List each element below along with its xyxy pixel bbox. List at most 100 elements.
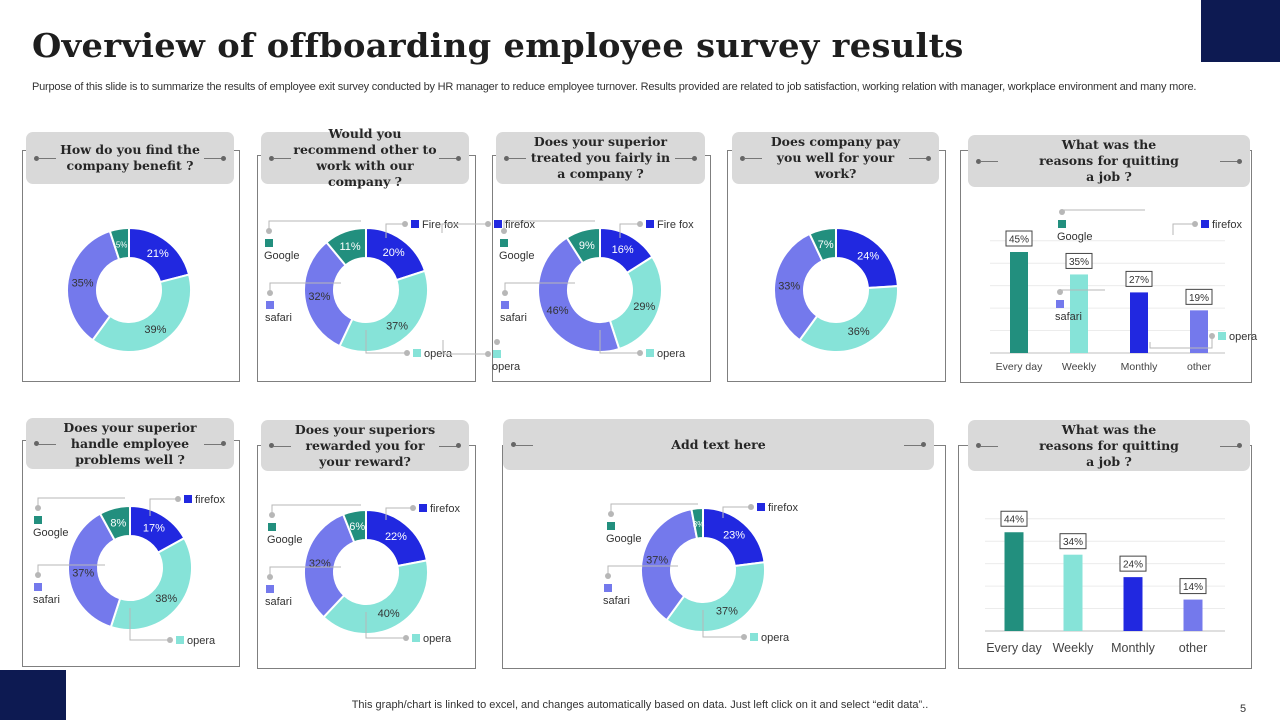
legend-item-firefox: firefox	[722, 502, 798, 518]
legend-item-safari: safari	[265, 566, 341, 608]
leader-line	[149, 498, 178, 516]
page-number: 5	[1240, 703, 1247, 715]
data-label: 24%	[857, 251, 879, 263]
bar	[1190, 310, 1208, 353]
leader-line	[442, 340, 488, 355]
firefox-swatch-icon	[646, 220, 654, 228]
data-label: 38%	[155, 593, 177, 605]
donut-slice-safari	[303, 513, 356, 619]
leader-line	[610, 503, 698, 514]
divider	[1220, 445, 1238, 447]
donut-slice-opera	[91, 273, 192, 353]
donut-chart: 16% 29% 46% 9%	[537, 226, 663, 353]
data-label: 33%	[778, 281, 800, 293]
opera-swatch-icon	[1218, 332, 1226, 340]
x-tick-label: Every day	[996, 361, 1043, 373]
bar-chart: 44% Every day 34% Weekly 24% Monthly 14% other	[985, 510, 1225, 655]
donut-chart: 22% 40% 32% 6%	[303, 508, 429, 635]
legend-label: Google	[264, 250, 299, 262]
divider	[204, 443, 222, 445]
safari-swatch-icon	[501, 301, 509, 309]
donut-slice-opera	[322, 559, 429, 635]
opera-swatch-icon	[413, 349, 421, 357]
dot-icon	[926, 155, 931, 161]
leader-line	[129, 608, 170, 641]
dot-icon	[456, 155, 461, 161]
bar-chart: 45% Every day 35% Weekly 27% Monthly 19% other	[990, 230, 1225, 373]
data-label: 45%	[1009, 235, 1029, 246]
data-label: 23%	[723, 530, 745, 542]
data-label: 6%	[349, 521, 365, 533]
dot-icon	[921, 442, 926, 447]
donut-chart: 24% 36% 33% 7%	[773, 226, 899, 353]
legend-item-google: Google	[499, 220, 595, 262]
dot-icon	[976, 443, 981, 448]
x-tick-label: Monthly	[1121, 361, 1159, 373]
divider	[909, 158, 927, 159]
legend-label: Fire fox	[657, 219, 694, 231]
legend-label: opera	[492, 361, 521, 373]
legend-item-firefox: firefox	[441, 219, 535, 233]
firefox-swatch-icon	[1201, 220, 1209, 228]
opera-swatch-icon	[176, 636, 184, 644]
data-label: 36%	[848, 326, 870, 338]
legend-label: opera	[1229, 331, 1258, 343]
bar	[1130, 292, 1148, 353]
donut-slice-safari	[640, 507, 699, 622]
divider	[675, 158, 693, 159]
donut-slice-opera	[109, 536, 193, 631]
donut-slice-safari	[66, 229, 121, 342]
donut-slice-safari	[303, 240, 354, 348]
donut-slice-google	[98, 504, 131, 542]
donut-chart: 21% 39% 35% 5%	[66, 226, 192, 353]
leader-line	[1172, 223, 1195, 235]
corner-decoration	[1201, 0, 1280, 62]
panel-title: Would you recommend other to work with o…	[293, 126, 437, 189]
divider	[273, 445, 291, 447]
data-label: 8%	[110, 517, 126, 529]
firefox-swatch-icon	[419, 504, 427, 512]
bar	[1123, 577, 1143, 631]
donut-slice-google	[341, 508, 367, 544]
data-label: 39%	[144, 324, 166, 336]
bar	[1010, 252, 1028, 353]
dot-icon	[1237, 443, 1242, 448]
data-label: 17%	[143, 523, 165, 535]
panel-title: Add text here	[671, 436, 766, 452]
donut-slice-google	[690, 506, 704, 540]
legend-item-safari: safari	[500, 282, 575, 324]
legend-label: firefox	[768, 502, 798, 514]
firefox-swatch-icon	[411, 220, 419, 228]
dot-icon	[456, 443, 461, 448]
bar	[1004, 532, 1024, 631]
leader-line	[37, 564, 105, 575]
leader-line	[503, 220, 595, 231]
data-label: 7%	[818, 239, 834, 251]
data-label: 44%	[1004, 515, 1024, 526]
google-swatch-icon	[34, 516, 42, 524]
legend-item-firefox: firefox	[149, 494, 225, 516]
data-label: 46%	[546, 305, 568, 317]
legend-item-google: Google	[606, 503, 698, 545]
legend-label: firefox	[195, 494, 225, 506]
data-label: 24%	[1123, 560, 1143, 571]
divider	[38, 158, 56, 159]
donut-slice-google	[565, 226, 601, 265]
opera-swatch-icon	[750, 633, 758, 641]
panel-header: Does your superior handle employee probl…	[26, 418, 234, 469]
dot-icon	[34, 155, 39, 161]
dot-icon	[269, 443, 274, 448]
legend-label: firefox	[430, 503, 460, 515]
legend-item-safari: safari	[265, 282, 341, 324]
divider	[439, 158, 457, 159]
data-label-box	[1125, 270, 1153, 287]
data-label: 14%	[1183, 582, 1203, 593]
panel-title: Does your superiors rewarded you for you…	[294, 421, 436, 469]
data-label: 37%	[72, 567, 94, 579]
divider	[508, 158, 526, 159]
donut-chart: 17% 38% 37% 8%	[67, 504, 193, 631]
divider	[204, 158, 222, 159]
legend-item-safari: safari	[603, 565, 678, 607]
legend-dot-icon	[485, 351, 491, 357]
data-label: 19%	[1189, 293, 1209, 304]
